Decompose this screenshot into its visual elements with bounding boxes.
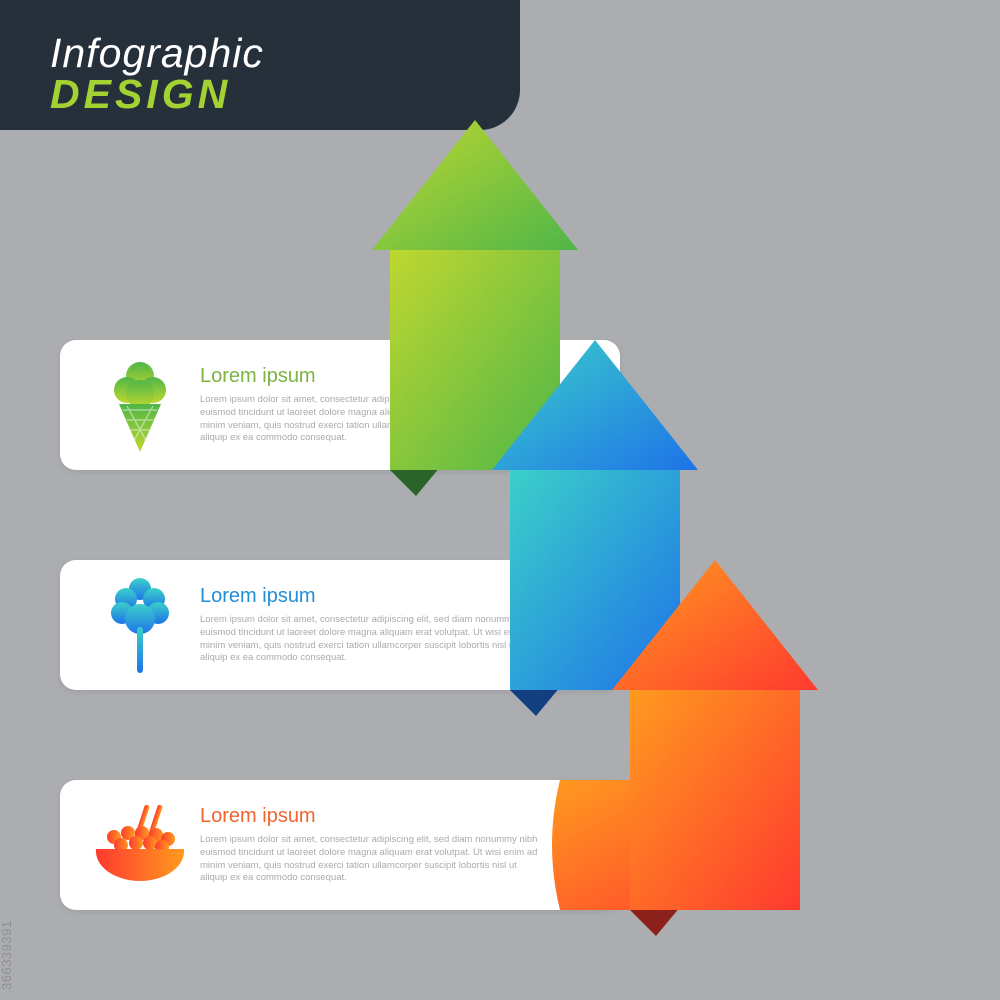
step-03: Lorem ipsum Lorem ipsum dolor sit amet, … (0, 0, 1000, 1000)
rice-bowl-icon (80, 790, 200, 900)
watermark-id: 366339391 (0, 920, 14, 990)
step-body: Lorem ipsum dolor sit amet, consectetur … (200, 834, 540, 885)
step-title: Lorem ipsum (200, 805, 540, 828)
step-card: Lorem ipsum Lorem ipsum dolor sit amet, … (60, 780, 620, 910)
step-text: Lorem ipsum Lorem ipsum dolor sit amet, … (200, 805, 620, 885)
